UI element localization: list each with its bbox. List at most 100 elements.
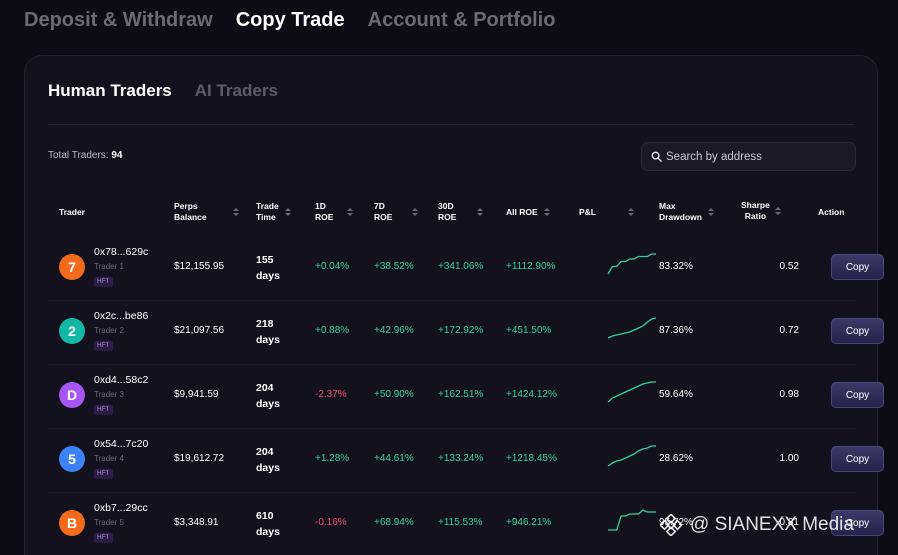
pnl-sparkline — [608, 509, 656, 531]
max-drawdown: 28.62% — [659, 453, 693, 464]
perps-balance: $21,097.56 — [174, 325, 225, 336]
trade-time: 155 days — [256, 252, 280, 284]
roe-30d: +133.24% — [438, 453, 484, 464]
col-sharpe-ratio[interactable]: Sharpe Ratio — [741, 200, 782, 222]
copy-button[interactable]: Copy — [831, 446, 884, 472]
roe-1d: -0.16% — [315, 517, 347, 528]
pnl-line — [607, 445, 656, 467]
sub-tabs: Human Traders AI Traders — [48, 79, 301, 103]
sharpe-ratio: 0.98 — [779, 389, 799, 400]
col-roe-7d[interactable]: 7D ROE — [374, 201, 419, 223]
top-tabs: Deposit & Withdraw Copy Trade Account & … — [24, 6, 578, 34]
trader-address[interactable]: 0x2c...be86 — [94, 310, 149, 322]
trader-name: Trader 1 — [94, 262, 124, 271]
col-perps-balance-label: Perps Balance — [174, 201, 207, 222]
col-sharpe-ratio-label: Sharpe Ratio — [741, 200, 770, 221]
pnl-line — [607, 253, 656, 275]
col-pnl[interactable]: P&L — [579, 207, 635, 218]
sharpe-ratio: 0.72 — [779, 325, 799, 336]
total-traders-label: Total Traders: — [48, 150, 109, 161]
roe-all: +1112.90% — [506, 261, 556, 272]
copy-button[interactable]: Copy — [831, 510, 884, 536]
copy-button[interactable]: Copy — [831, 382, 884, 408]
col-roe-1d-label: 1D ROE — [315, 201, 334, 222]
perps-balance: $3,348.91 — [174, 517, 219, 528]
col-trade-time[interactable]: Trade Time — [256, 201, 292, 223]
avatar: 7 — [59, 254, 85, 280]
trader-name: Trader 4 — [94, 454, 124, 463]
roe-all: +1218.45% — [506, 453, 557, 464]
pnl-line — [607, 317, 657, 339]
roe-30d: +162.51% — [438, 389, 484, 400]
trade-time: 204 days — [256, 380, 280, 412]
col-max-drawdown[interactable]: Max Drawdown — [659, 201, 715, 223]
trade-time-unit: days — [256, 270, 280, 282]
sort-icon[interactable] — [707, 207, 715, 218]
avatar: D — [59, 382, 85, 408]
trader-tag: HFT — [94, 533, 113, 543]
tab-ai-traders[interactable]: AI Traders — [194, 81, 278, 100]
copy-button[interactable]: Copy — [831, 318, 884, 344]
roe-1d: -2.37% — [315, 389, 347, 400]
tab-account-portfolio[interactable]: Account & Portfolio — [367, 9, 556, 31]
sort-icon[interactable] — [284, 207, 292, 218]
trader-address[interactable]: 0xb7...29cc — [94, 502, 148, 514]
trader-tag: HFT — [94, 469, 113, 479]
col-trader: Trader — [59, 207, 85, 218]
col-max-drawdown-label: Max Drawdown — [659, 201, 702, 222]
trader-address[interactable]: 0x54...7c20 — [94, 438, 149, 450]
search-input[interactable] — [666, 150, 846, 163]
roe-7d: +50.90% — [374, 389, 414, 400]
col-pnl-label: P&L — [579, 207, 596, 217]
sharpe-ratio: 0.52 — [779, 261, 799, 272]
sharpe-ratio: 1.00 — [779, 453, 799, 464]
col-roe-1d[interactable]: 1D ROE — [315, 201, 354, 223]
tab-copy-trade[interactable]: Copy Trade — [235, 9, 345, 31]
roe-1d: +0.88% — [315, 325, 350, 336]
roe-1d: +1.28% — [315, 453, 350, 464]
search-box[interactable] — [641, 142, 856, 171]
roe-1d: +0.04% — [315, 261, 350, 272]
tab-human-traders[interactable]: Human Traders — [48, 81, 172, 100]
trade-time-unit: days — [256, 334, 280, 346]
sharpe-ratio: 0.81 — [779, 517, 799, 528]
pnl-line — [607, 381, 656, 403]
perps-balance: $12,155.95 — [174, 261, 225, 272]
perps-balance: $9,941.59 — [174, 389, 219, 400]
tab-deposit-withdraw[interactable]: Deposit & Withdraw — [24, 9, 213, 31]
col-all-roe[interactable]: All ROE — [506, 207, 551, 218]
sort-icon[interactable] — [477, 207, 484, 218]
col-roe-30d[interactable]: 30D ROE — [438, 201, 484, 223]
max-drawdown: 83.32% — [659, 261, 693, 272]
roe-7d: +38.52% — [374, 261, 414, 272]
roe-7d: +42.96% — [374, 325, 414, 336]
roe-7d: +68.94% — [374, 517, 414, 528]
trader-address[interactable]: 0xd4...58c2 — [94, 374, 149, 386]
trader-address[interactable]: 0x78...629c — [94, 246, 149, 258]
sort-icon[interactable] — [412, 207, 419, 218]
trade-time: 218 days — [256, 316, 280, 348]
binance-logo-icon — [660, 514, 682, 536]
sort-icon[interactable] — [232, 207, 240, 218]
roe-7d: +44.61% — [374, 453, 414, 464]
max-drawdown: 87.36% — [659, 325, 693, 336]
trade-time-value: 204 — [256, 446, 274, 458]
sort-icon[interactable] — [347, 207, 354, 218]
search-icon — [651, 151, 662, 162]
traders-panel: Human Traders AI Traders Total Traders: … — [24, 55, 884, 555]
divider — [48, 124, 854, 125]
sort-icon[interactable] — [543, 207, 551, 218]
sort-icon[interactable] — [774, 206, 782, 217]
roe-all: +451.50% — [506, 325, 552, 336]
table-row: 2 0x2c...be86 Trader 2 HFT $21,097.56 21… — [48, 301, 884, 365]
sort-icon[interactable] — [628, 207, 635, 218]
copy-button[interactable]: Copy — [831, 254, 884, 280]
table-row: 7 0x78...629c Trader 1 HFT $12,155.95 15… — [48, 237, 884, 301]
col-all-roe-label: All ROE — [506, 207, 538, 217]
roe-all: +946.21% — [506, 517, 552, 528]
col-roe-7d-label: 7D ROE — [374, 201, 393, 222]
total-traders: Total Traders: 94 — [48, 150, 123, 161]
col-perps-balance[interactable]: Perps Balance — [174, 201, 240, 223]
col-action-label: Action — [818, 207, 845, 217]
pnl-sparkline — [607, 381, 656, 403]
